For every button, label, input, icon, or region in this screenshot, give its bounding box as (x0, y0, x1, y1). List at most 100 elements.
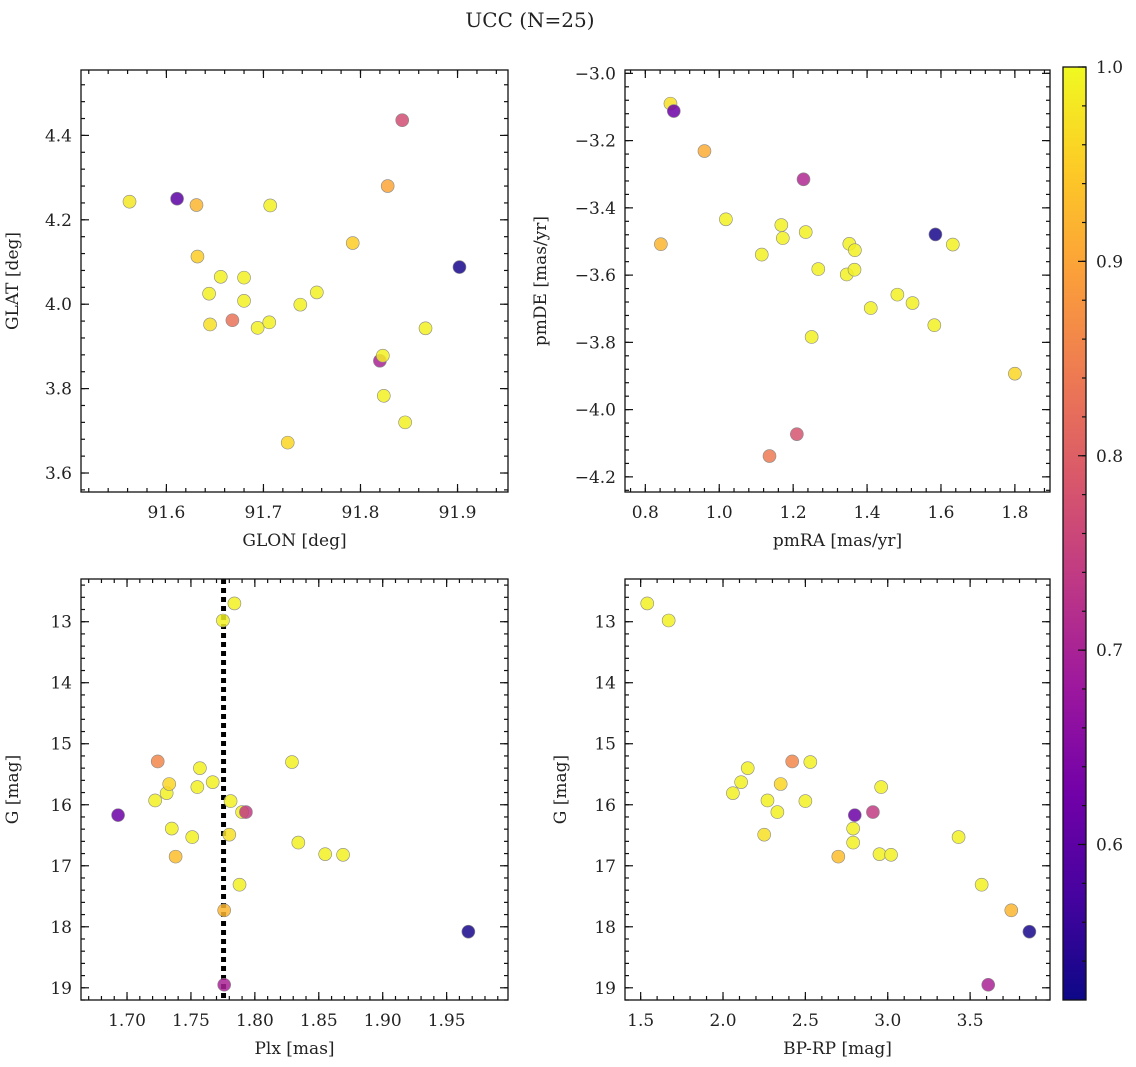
y-tick-label: 17 (594, 857, 616, 877)
data-point (376, 348, 390, 363)
data-point (846, 835, 860, 850)
data-point (111, 808, 125, 822)
data-point (884, 847, 898, 862)
data-point (872, 847, 887, 861)
y-tick-label: 16 (50, 796, 72, 816)
x-tick-label: 91.8 (342, 503, 380, 523)
data-point (927, 318, 942, 333)
data-point (150, 754, 165, 769)
x-tick-label: 3.0 (874, 1011, 901, 1031)
x-axis-label: Plx [mas] (254, 1039, 334, 1059)
data-point (185, 830, 200, 844)
data-point (345, 236, 360, 250)
x-tick-label: 91.6 (147, 503, 185, 523)
y-tick-label: 4.4 (45, 126, 72, 146)
axes-frame (624, 578, 1051, 1001)
data-point (202, 286, 216, 301)
data-point (162, 777, 177, 791)
panel-bprp-g: 1.5 2.0 2.5 3.0 3.5 13 14 15 16 17 18 19 BP-RP [mag]… (551, 578, 1051, 1059)
data-point (225, 313, 240, 328)
y-tick-label: −3.6 (575, 266, 616, 286)
colorbar-tick-label: 0.6 (1096, 836, 1123, 856)
x-tick-label: 91.9 (439, 503, 477, 523)
data-point (974, 877, 989, 892)
data-point (803, 755, 818, 769)
x-tick-label: 1.5 (627, 1011, 654, 1031)
x-tick-label: 0.8 (632, 503, 659, 523)
data-point (905, 296, 920, 310)
data-point (263, 198, 278, 213)
data-point (773, 777, 788, 791)
x-axis-label: GLON [deg] (242, 531, 346, 551)
y-axis-label: G [mag] (551, 755, 571, 824)
y-tick-label: 17 (50, 857, 72, 877)
data-point (831, 849, 846, 864)
x-tick-label: 1.75 (172, 1011, 210, 1031)
data-point (168, 849, 183, 864)
data-point (1004, 903, 1019, 918)
x-tick-label: 1.90 (364, 1011, 402, 1031)
y-tick-label: −3.4 (575, 199, 616, 219)
data-point (452, 260, 467, 274)
y-axis-label: pmDE [mas/yr] (531, 216, 551, 346)
data-point (654, 237, 668, 251)
panel-plx-g: 1.70 1.75 1.80 1.85 1.90 1.95 13 14 15 16 17 18 19 Pl… (3, 578, 509, 1059)
x-tick-label: 1.70 (108, 1011, 146, 1031)
y-tick-label: −3.0 (575, 64, 616, 84)
axes-frame (624, 69, 1051, 493)
data-point (310, 285, 324, 300)
data-point (757, 827, 771, 842)
data-point (217, 903, 231, 918)
y-tick-label: 15 (50, 735, 72, 755)
axes-frame (80, 578, 509, 1001)
data-point (418, 321, 433, 336)
data-point (189, 198, 204, 212)
colorbar-tick-label: 0.8 (1096, 447, 1123, 467)
colorbar: 0.6 0.7 0.8 0.9 1.0 (1062, 58, 1123, 1001)
data-point (719, 212, 733, 227)
data-point (216, 613, 230, 628)
y-axis-label: GLAT [deg] (3, 232, 23, 330)
x-tick-label: 3.5 (957, 1011, 984, 1031)
data-point (461, 924, 476, 939)
data-point (237, 270, 251, 285)
data-point (398, 415, 412, 430)
y-tick-label: −3.2 (575, 132, 616, 152)
data-point (754, 247, 769, 262)
data-point (190, 780, 205, 794)
y-tick-label: 4.2 (45, 211, 72, 231)
data-point (846, 821, 860, 836)
data-point (237, 294, 251, 308)
data-point (847, 808, 862, 822)
panel-pmra-pmde: 0.8 1.0 1.2 1.4 1.6 1.8 −4.2 −4.0 −3.8 −3.6 −3.4 −3… (531, 64, 1051, 551)
x-tick-label: 2.5 (792, 1011, 819, 1031)
data-point (951, 830, 966, 844)
data-point (223, 794, 238, 808)
y-tick-label: 18 (594, 918, 616, 938)
data-point (863, 301, 878, 315)
colorbar-tick-label: 1.0 (1096, 58, 1123, 78)
y-tick-label: 4.0 (45, 295, 72, 315)
data-point (874, 780, 888, 794)
colorbar-gradient (1063, 67, 1086, 1000)
x-tick-label: 1.85 (300, 1011, 338, 1031)
data-point (122, 194, 137, 209)
data-point (734, 775, 748, 789)
y-tick-label: −4.2 (575, 468, 616, 488)
axes-frame (80, 69, 509, 493)
x-tick-label: 1.0 (706, 503, 733, 523)
y-tick-label: 16 (594, 796, 616, 816)
data-point (193, 761, 207, 775)
data-point (1008, 366, 1022, 381)
x-tick-label: 1.95 (428, 1011, 466, 1031)
data-point (981, 977, 996, 992)
data-point (376, 388, 391, 403)
data-point (213, 269, 228, 284)
x-tick-label: 1.8 (1001, 503, 1028, 523)
y-tick-label: 14 (594, 674, 616, 694)
data-point (848, 243, 862, 258)
data-point (726, 786, 740, 800)
y-tick-label: 3.8 (45, 380, 72, 400)
panel-glon-glat: 91.6 91.7 91.8 91.9 3.6 3.8 4.0 4.2 4.4 GLON [deg… (3, 69, 509, 551)
